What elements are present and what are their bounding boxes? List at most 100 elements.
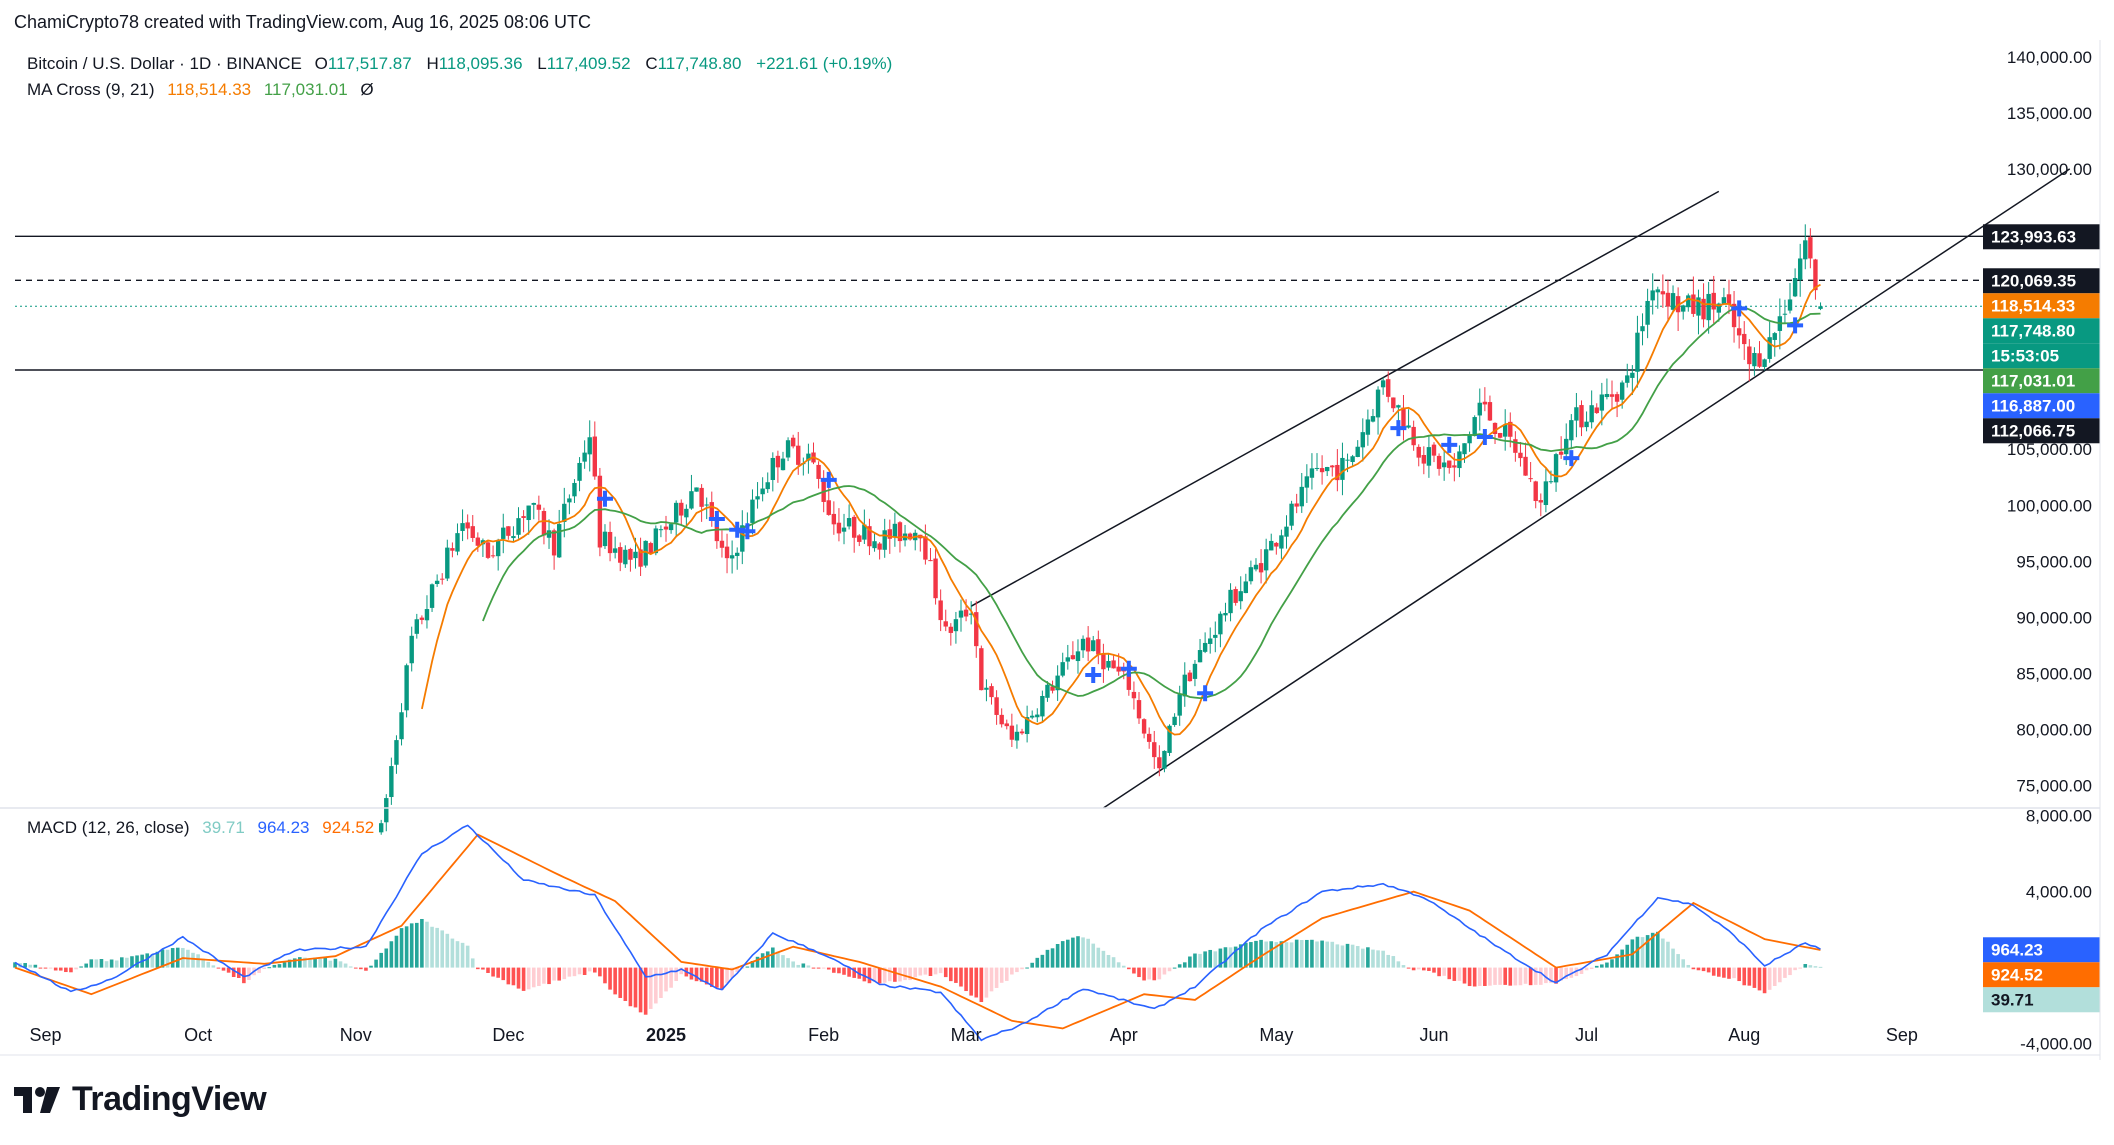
macd-hist-bar: [1452, 967, 1457, 981]
candle-body: [1452, 465, 1457, 468]
macd-hist-bar: [1493, 967, 1497, 985]
ma-slow-line: [482, 306, 1821, 700]
macd-hist-bar: [659, 967, 663, 999]
macd-hist-bar: [1289, 942, 1294, 968]
macd-hist-bar: [460, 942, 465, 968]
price-axis-label-text: 117,748.80: [1991, 321, 2075, 340]
price-axis-label-text: 924.52: [1991, 965, 2043, 984]
ma-settings-icon[interactable]: Ø: [360, 80, 373, 99]
macd-hist-bar: [933, 967, 938, 975]
macd-hist-bar: [1325, 941, 1329, 968]
macd-hist-bar: [1798, 967, 1802, 969]
macd-hist-bar: [633, 967, 638, 1008]
macd-hist-bar: [53, 967, 58, 971]
macd-hist-bar: [1284, 942, 1289, 968]
macd-hist-bar: [211, 965, 216, 968]
candle-body: [704, 504, 709, 506]
candle-body: [1609, 394, 1615, 397]
trend-line[interactable]: [970, 190, 1720, 607]
macd-hist-bar: [1549, 967, 1553, 983]
candle-body: [673, 502, 679, 523]
legend-row-ma[interactable]: MA Cross (9, 21) 118,514.33 117,031.01 Ø: [27, 80, 374, 99]
macd-hist-bar: [526, 967, 531, 990]
macd-hist-bar: [374, 959, 378, 968]
macd-hist-bar: [1569, 967, 1574, 978]
macd-hist-bar: [1208, 949, 1213, 968]
cross-marker: [1390, 420, 1407, 437]
macd-hist-bar: [1360, 948, 1365, 968]
macd-hist-bar: [221, 967, 226, 971]
candle-body: [867, 526, 872, 547]
trend-channel[interactable]: [970, 168, 2071, 809]
candle-body: [1736, 328, 1742, 336]
macd-hist-bar: [1620, 949, 1624, 968]
macd-hist-bar: [1310, 939, 1314, 968]
candle-body: [567, 498, 572, 503]
price-axis[interactable]: 140,000.00 135,000.00 130,000.00 105,000.00…: [2007, 48, 2092, 1054]
time-axis[interactable]: Sep Oct Nov Dec 2025 Feb Mar Apr May Jun Jul Aug Sep: [30, 1025, 1918, 1045]
macd-hist-bar: [577, 967, 582, 975]
macd-hist-bar: [145, 953, 150, 968]
macd-hist-bar: [1818, 966, 1823, 968]
macd-hist-bar: [155, 951, 160, 968]
candle-body: [1386, 379, 1391, 397]
low-label: L: [537, 54, 546, 73]
cross-marker: [708, 511, 725, 528]
macd-hist-bar: [409, 923, 414, 968]
macd-hist-bar: [1432, 967, 1436, 973]
cross-marker: [596, 490, 613, 507]
horizontal-levels[interactable]: [15, 235, 2100, 371]
macd-hist-bar: [23, 963, 27, 968]
macd-hist-bar: [648, 967, 653, 1009]
trend-line[interactable]: [1102, 168, 2071, 809]
macd-hist-bar: [1767, 967, 1772, 990]
candle-body: [1152, 742, 1157, 758]
candle-body: [1767, 337, 1772, 359]
price-axis-label-text: 123,993.63: [1991, 227, 2076, 246]
macd-hist-bar: [679, 967, 684, 975]
macd-hist-bar: [1508, 967, 1513, 986]
macd-hist-bar: [1625, 944, 1630, 968]
macd-hist-bar: [1411, 967, 1416, 971]
candle-body: [658, 529, 664, 531]
macd-hist-bar: [765, 951, 770, 968]
macd-hist-bar: [882, 967, 887, 983]
cross-marker: [1563, 450, 1580, 467]
macd-hist-bar: [567, 967, 572, 977]
macd-hist-bar: [1060, 941, 1065, 968]
macd-hist-bar: [1274, 942, 1279, 968]
price-axis-label-box: [1983, 268, 2100, 294]
macd-hist-bar: [1788, 967, 1792, 976]
cross-marker: [1085, 667, 1102, 684]
candle-body: [1660, 291, 1666, 295]
macd-hist-bar: [511, 967, 516, 986]
time-tick-label: Jun: [1419, 1025, 1448, 1045]
tradingview-logo[interactable]: TradingView: [14, 1080, 267, 1119]
candle-body: [1350, 456, 1355, 462]
macd-hist-bar: [1783, 967, 1787, 978]
candle-body: [1742, 333, 1747, 345]
macd-hist-bar: [69, 967, 73, 973]
candle-body: [1574, 407, 1579, 421]
open-value: 117,517.87: [328, 54, 412, 73]
candle-body: [735, 552, 740, 556]
candle-body: [475, 537, 481, 546]
candle-body: [1757, 353, 1762, 367]
candle-body: [1126, 672, 1132, 690]
price-tick-label: 140,000.00: [2007, 48, 2092, 67]
macd-signal-value: 924.52: [322, 818, 374, 837]
macd-hist-bar: [262, 967, 267, 970]
macd-hist-bar: [1717, 967, 1721, 977]
candle-body: [1009, 725, 1015, 740]
candlestick-series: [378, 224, 1823, 835]
macd-hist-bar: [1045, 949, 1050, 968]
candle-body: [958, 610, 964, 618]
candle-body: [1619, 382, 1625, 400]
macd-hist-bar: [1727, 967, 1731, 979]
macd-line: [14, 824, 1821, 1042]
legend-row-macd[interactable]: MACD (12, 26, close) 39.71 964.23 924.52: [27, 818, 374, 837]
macd-hist-bar: [175, 947, 180, 968]
macd-hist-bar: [1518, 967, 1523, 986]
time-tick-label: Aug: [1728, 1025, 1760, 1045]
